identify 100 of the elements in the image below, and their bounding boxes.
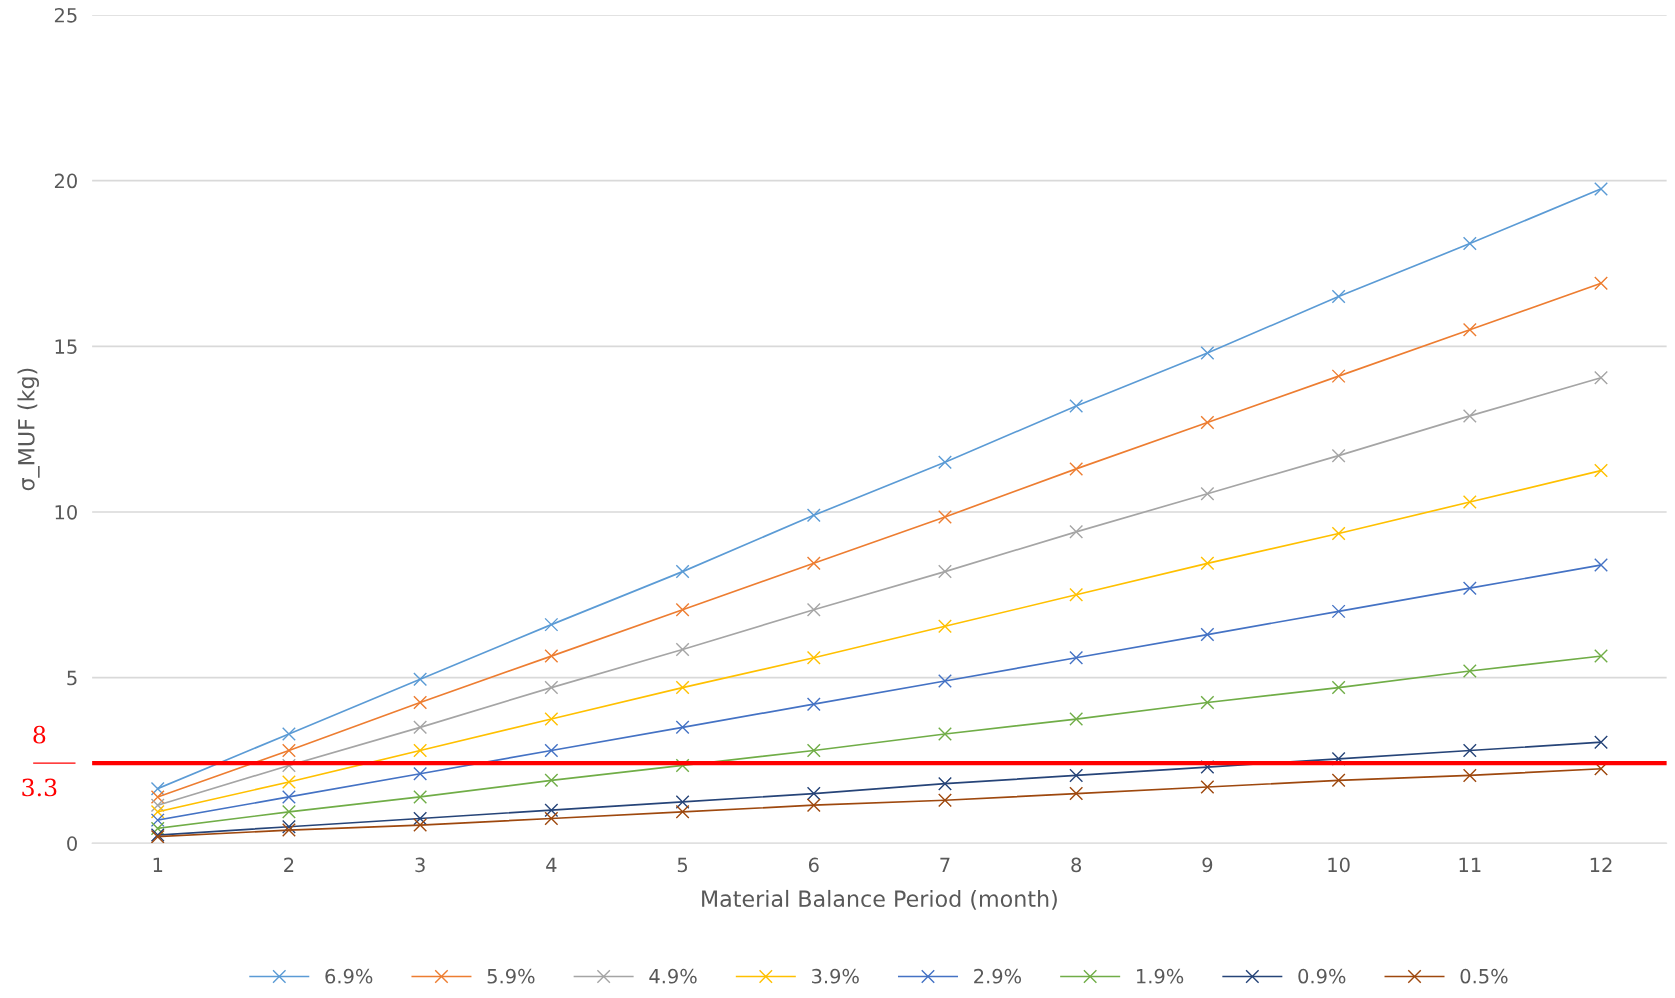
point <box>1462 664 1477 678</box>
point <box>1331 604 1346 619</box>
point <box>1462 743 1477 758</box>
point <box>675 602 690 617</box>
point <box>150 798 165 813</box>
x-tick-label: 4 <box>546 857 557 872</box>
x-tick-label: 10 <box>1328 857 1350 873</box>
point <box>938 776 952 791</box>
point <box>413 811 428 826</box>
x-tick-label: 5 <box>677 857 688 873</box>
point <box>1594 649 1608 664</box>
point <box>675 804 690 819</box>
point <box>281 819 296 834</box>
point <box>544 649 559 664</box>
point <box>938 727 952 741</box>
point <box>281 743 296 758</box>
point <box>281 775 296 789</box>
x-tick-label: 6 <box>808 857 819 873</box>
x-tick-label: 2 <box>284 857 294 872</box>
point <box>675 794 690 809</box>
point <box>150 804 165 819</box>
point <box>544 773 559 788</box>
point <box>1200 695 1215 710</box>
point <box>1331 526 1346 541</box>
point <box>544 811 559 826</box>
y-tick-label: 5 <box>67 670 77 686</box>
y-tick-label: 25 <box>54 7 77 23</box>
point <box>938 619 952 634</box>
x-tick-label: 9 <box>1202 857 1213 873</box>
x-tick-label: 11 <box>1459 857 1481 872</box>
point <box>413 818 428 833</box>
point <box>1069 524 1084 539</box>
point <box>1594 558 1608 572</box>
point <box>675 564 690 579</box>
point <box>413 743 428 758</box>
x-axis-title: Material Balance Period (month) <box>702 889 1057 910</box>
y-tick-label: 15 <box>55 339 77 354</box>
point <box>675 720 690 735</box>
legend-label: 0.5% <box>1460 968 1508 984</box>
legend-label: 2.9% <box>974 968 1022 984</box>
point <box>806 798 821 813</box>
point <box>544 712 559 727</box>
point <box>1069 712 1084 727</box>
point <box>1069 587 1084 602</box>
legend-label: 4.9% <box>649 968 697 984</box>
point <box>1331 369 1346 384</box>
point <box>938 509 952 524</box>
point <box>281 758 296 773</box>
x-tick-label: 1 <box>153 857 163 872</box>
point <box>938 674 952 688</box>
y-axis-title: σ_MUF (kg) <box>17 368 40 491</box>
point <box>675 758 690 773</box>
x-tick-label: 7 <box>940 857 950 872</box>
legend-label: 1.9% <box>1137 968 1184 984</box>
legend-label: 3.9% <box>812 968 859 984</box>
point <box>1462 236 1477 251</box>
point <box>675 642 690 657</box>
point <box>1069 399 1084 413</box>
legend-label: 6.9% <box>325 968 373 984</box>
point <box>413 720 428 735</box>
point <box>1594 735 1608 750</box>
point <box>413 695 428 710</box>
point <box>544 680 559 695</box>
point <box>806 556 821 571</box>
point <box>1200 345 1215 360</box>
point <box>1069 461 1084 476</box>
point <box>675 680 690 695</box>
point <box>150 821 165 836</box>
point <box>413 789 428 804</box>
text: 8 <box>33 725 46 744</box>
x-tick-label: 3 <box>415 857 425 873</box>
legend-label: 0.9% <box>1298 968 1346 984</box>
point <box>806 743 821 758</box>
point <box>1069 650 1084 665</box>
point <box>806 650 821 665</box>
point <box>1069 786 1084 801</box>
point <box>1200 627 1215 642</box>
point <box>150 789 165 804</box>
point <box>544 743 559 758</box>
point <box>1462 322 1477 337</box>
point <box>281 789 296 804</box>
point <box>806 786 821 801</box>
point <box>1462 768 1477 783</box>
point <box>1462 495 1477 509</box>
point <box>1462 581 1477 596</box>
point <box>544 617 559 632</box>
point <box>806 697 821 712</box>
point <box>1200 556 1215 571</box>
point <box>413 766 428 781</box>
point <box>413 672 428 687</box>
point <box>1594 181 1608 196</box>
legend-label: 5.9% <box>487 968 535 984</box>
point <box>544 803 559 818</box>
point <box>1331 289 1346 304</box>
point <box>938 793 952 808</box>
point <box>938 455 952 470</box>
point <box>1331 680 1346 695</box>
point <box>806 602 821 617</box>
point <box>1594 463 1608 478</box>
point <box>1594 370 1608 385</box>
